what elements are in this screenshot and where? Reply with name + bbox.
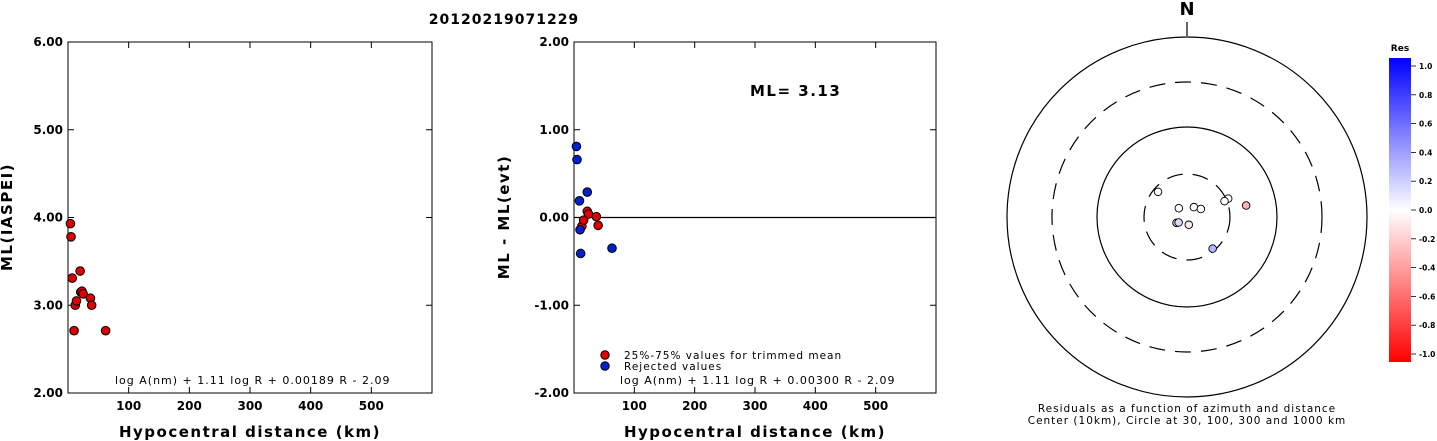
polar-caption-2: Center (10km), Circle at 30, 100, 300 an… — [1028, 415, 1347, 427]
residual-point — [572, 154, 582, 165]
residual-x-axis: 100 200 300 400 500 — [622, 42, 888, 413]
legend-label-trimmed: 25%-75% values for trimmed mean — [624, 350, 842, 362]
azimuth-point — [1174, 203, 1184, 213]
ml-point — [75, 266, 85, 276]
ml-xtick-label: 400 — [298, 399, 323, 413]
ml-panel: 2.00 3.00 4.00 5.00 6.00 100 200 300 400 500 ML(… — [0, 35, 433, 441]
azimuth-point — [1208, 244, 1217, 253]
residual-ytick-label: -2.00 — [534, 386, 569, 400]
ml-point — [78, 289, 88, 299]
residual-point — [591, 211, 602, 222]
residual-y-axis-label: ML - ML(evt) — [495, 155, 513, 279]
ml-xtick-label: 300 — [237, 399, 262, 413]
ml-xtick-label: 200 — [177, 399, 202, 413]
residual-point — [574, 196, 585, 206]
residual-ytick-label: 0.00 — [539, 211, 569, 225]
residual-points — [571, 141, 617, 259]
residual-ytick-label: -1.00 — [534, 298, 569, 312]
residual-legend: 25%-75% values for trimmed mean Rejected… — [600, 350, 842, 373]
azimuth-point — [1174, 218, 1183, 227]
colorbar-tick-label: 0.2 — [1419, 177, 1432, 186]
residual-point — [593, 220, 603, 231]
colorbar-ticks: 1.0 0.8 0.6 0.4 0.2 0.0 -0.2 -0.4 -0.6 -0.8 -1.0 — [1411, 62, 1435, 359]
ml-xtick-label: 100 — [116, 399, 141, 413]
chart-title: 20120219071229 — [429, 12, 579, 28]
legend-label-rejected: Rejected values — [624, 361, 722, 373]
ml-point — [69, 325, 79, 336]
legend-marker-trimmed — [600, 350, 610, 360]
polar-points — [1153, 187, 1251, 253]
residual-formula: log A(nm) + 1.11 log R + 0.00300 R - 2.0… — [620, 374, 895, 387]
residual-xtick-label: 500 — [863, 399, 888, 413]
ring-100km — [1096, 126, 1278, 308]
north-label: N — [1179, 0, 1194, 20]
residual-xtick-label: 300 — [742, 399, 767, 413]
colorbar-tick-label: 0.8 — [1419, 91, 1432, 100]
azimuth-point — [1220, 196, 1229, 206]
residual-point — [582, 187, 593, 197]
ml-point — [86, 300, 97, 311]
residual-point — [575, 224, 585, 235]
ml-ytick-label: 5.00 — [33, 123, 63, 137]
residual-point — [607, 243, 617, 254]
ml-point — [67, 273, 78, 283]
colorbar-title: Res — [1391, 44, 1409, 54]
ml-point — [65, 218, 76, 229]
residual-point — [578, 215, 589, 225]
colorbar-tick-label: 0.4 — [1419, 148, 1432, 157]
ml-xtick-label: 500 — [359, 399, 384, 413]
colorbar-tick-label: -0.8 — [1419, 321, 1435, 330]
ml-annotation: ML= 3.13 — [750, 82, 841, 100]
ml-y-axis: 2.00 3.00 4.00 5.00 6.00 — [33, 35, 432, 400]
residual-x-axis-label: Hypocentral distance (km) — [624, 423, 886, 441]
residual-xtick-label: 100 — [622, 399, 647, 413]
ml-point — [66, 232, 76, 242]
azimuth-point — [1184, 220, 1194, 230]
residual-y-axis: -2.00 -1.00 0.00 1.00 2.00 — [534, 35, 936, 400]
colorbar-tick-label: 0.0 — [1419, 206, 1432, 215]
residual-point — [575, 248, 586, 259]
colorbar-tick-label: -1.0 — [1419, 350, 1435, 359]
polar-rings — [1006, 36, 1368, 398]
colorbar-tick-label: -0.2 — [1419, 235, 1435, 244]
residual-panel: -2.00 -1.00 0.00 1.00 2.00 100 200 300 400 500 M… — [495, 35, 937, 441]
azimuth-panel: N Residuals as a function of azimuth and… — [1006, 0, 1368, 427]
residual-ytick-label: 2.00 — [539, 35, 569, 49]
azimuth-point — [1189, 202, 1199, 212]
ring-1000km — [1006, 36, 1368, 398]
colorbar-tick-label: -0.6 — [1419, 292, 1435, 301]
legend-marker-rejected — [600, 361, 610, 371]
ml-formula: log A(nm) + 1.11 log R + 0.00189 R - 2.0… — [115, 374, 390, 387]
ml-plot-frame — [67, 41, 433, 394]
ml-ytick-label: 3.00 — [33, 298, 63, 312]
ml-point — [71, 296, 82, 306]
polar-caption-1: Residuals as a function of azimuth and d… — [1038, 403, 1336, 415]
residual-point — [571, 141, 582, 152]
azimuth-point — [1153, 187, 1163, 197]
azimuth-point — [1241, 201, 1251, 210]
ml-x-axis: 100 200 300 400 500 — [116, 42, 384, 413]
residual-point — [583, 209, 594, 219]
ml-ytick-label: 4.00 — [33, 211, 63, 225]
ml-ytick-label: 6.00 — [33, 35, 63, 49]
residual-colorbar: Res 1.0 0.8 0.6 0.4 0.2 0.0 -0.2 -0.4 -0.6 -0.8 -1… — [1389, 44, 1435, 362]
ml-points — [65, 218, 111, 336]
ml-point — [100, 325, 111, 336]
ring-300km — [1051, 81, 1323, 353]
ring-30km — [1143, 173, 1231, 261]
colorbar-tick-label: 1.0 — [1419, 62, 1432, 71]
azimuth-point — [1196, 204, 1206, 214]
colorbar-tick-label: 0.6 — [1419, 120, 1432, 129]
ml-ytick-label: 2.00 — [33, 386, 63, 400]
colorbar-tick-label: -0.4 — [1419, 264, 1435, 273]
residual-xtick-label: 200 — [682, 399, 707, 413]
ml-y-axis-label: ML(IASPEI) — [0, 163, 16, 271]
colorbar-gradient — [1389, 58, 1411, 362]
ml-x-axis-label: Hypocentral distance (km) — [119, 423, 381, 441]
residual-xtick-label: 400 — [803, 399, 828, 413]
residual-ytick-label: 1.00 — [539, 123, 569, 137]
